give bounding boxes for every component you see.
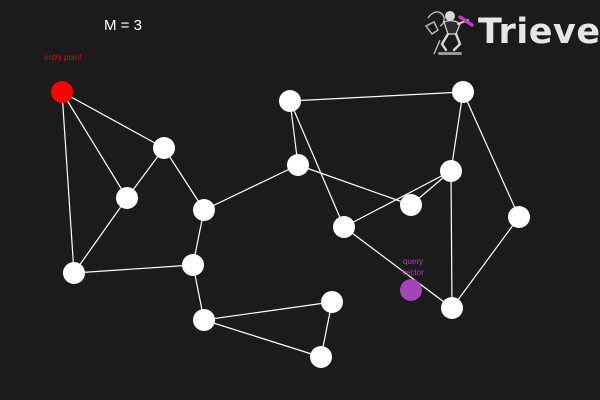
graph-edge: [462, 91, 520, 218]
graph-node: [287, 154, 309, 176]
graph-edge: [451, 216, 520, 309]
graph-edge: [61, 91, 75, 274]
graph-node: [63, 262, 85, 284]
trieve-logo: Trieve: [420, 4, 600, 60]
graph-node: [400, 194, 422, 216]
graph-node: [310, 346, 332, 368]
graph-edge: [61, 91, 165, 149]
graph-edge: [450, 91, 464, 172]
graph-edge: [289, 91, 464, 102]
graph-edge: [163, 147, 205, 211]
graph-node: [279, 90, 301, 112]
query-vector-dot: [400, 279, 422, 301]
graph-edge: [343, 170, 452, 228]
graph-edge: [289, 100, 345, 228]
graph-edge: [203, 164, 299, 211]
graph-edge: [73, 264, 194, 274]
graph-node: [182, 254, 204, 276]
graph-node: [193, 199, 215, 221]
graph-node: [116, 187, 138, 209]
graph-edge: [73, 197, 128, 274]
graph-edge: [61, 91, 128, 199]
graph-node: [452, 81, 474, 103]
node-layer: [51, 81, 530, 368]
entry-point-label: entry point: [44, 53, 82, 62]
graph-edge: [297, 164, 412, 206]
graph-node: [153, 137, 175, 159]
graph-edge: [203, 301, 333, 321]
graph-node: [440, 160, 462, 182]
graph-edge: [343, 226, 453, 309]
m-parameter-label: M = 3: [104, 17, 142, 34]
graph-node: [333, 216, 355, 238]
graph-edge: [203, 319, 322, 358]
graph-node: [441, 297, 463, 319]
brand-name: Trieve: [478, 12, 600, 52]
graph-edge: [450, 170, 453, 309]
entry-point-node: [51, 81, 73, 103]
graph-node: [508, 206, 530, 228]
skateboarder-mascot-icon: [424, 11, 474, 55]
query-vector-label: query vector: [402, 257, 424, 277]
graph-node: [321, 291, 343, 313]
graph-node: [193, 309, 215, 331]
